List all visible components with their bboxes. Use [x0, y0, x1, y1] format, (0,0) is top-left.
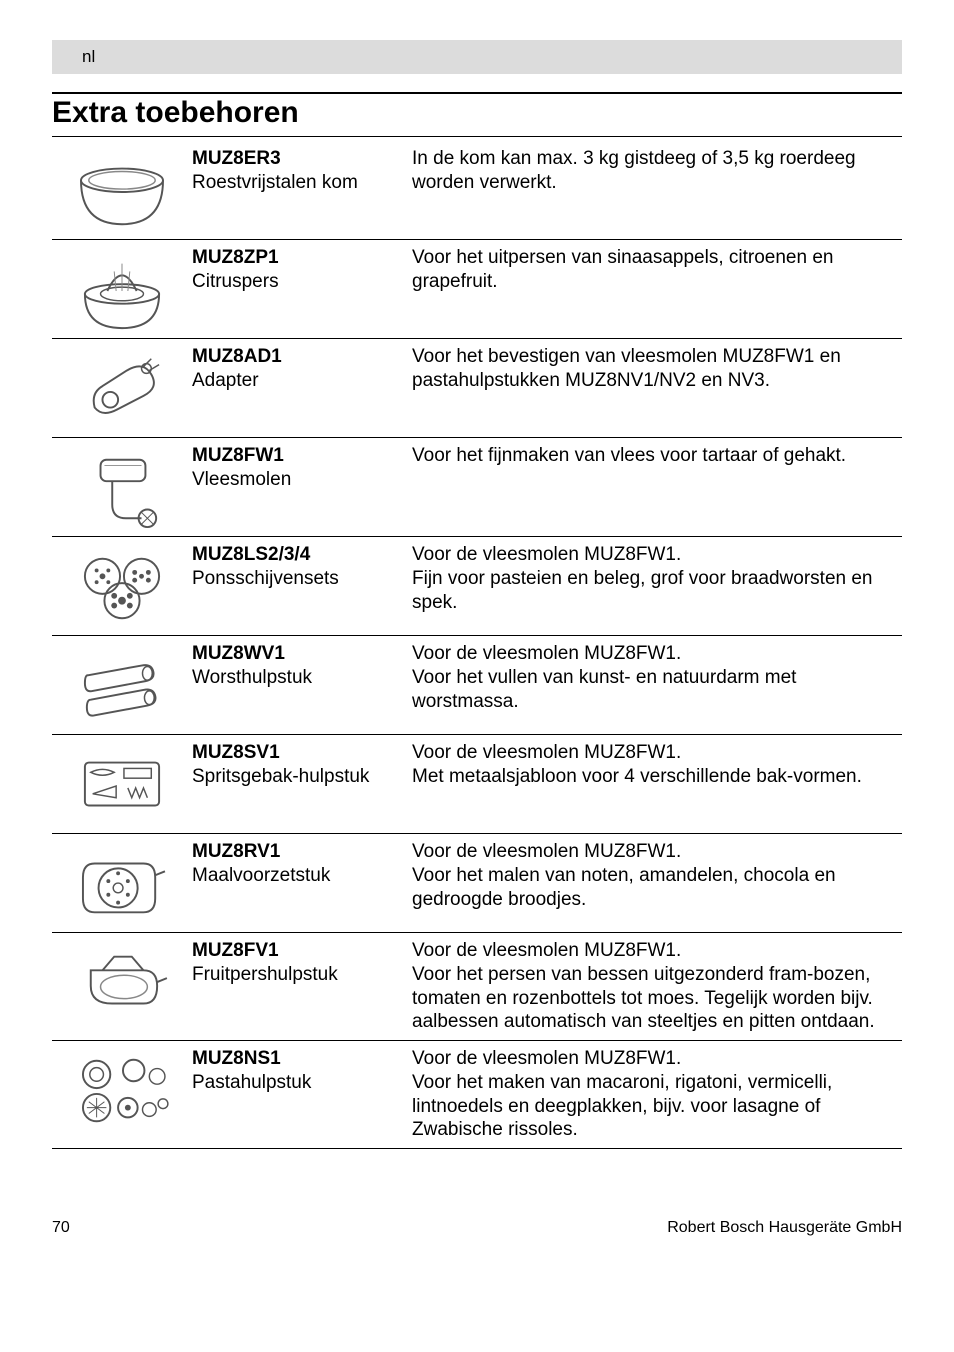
accessory-model: MUZ8SV1: [192, 741, 404, 765]
accessory-description: In de kom kan max. 3 kg gistdeeg of 3,5 …: [412, 147, 902, 233]
accessory-description: Voor het bevestigen van vleesmolen MUZ8F…: [412, 345, 902, 431]
accessory-name: MUZ8ER3Roestvrijstalen kom: [192, 147, 412, 233]
sprits-icon: [52, 741, 192, 827]
table-row: MUZ8NS1PastahulpstukVoor de vleesmolen M…: [52, 1041, 902, 1149]
accessory-subname: Citruspers: [192, 270, 404, 294]
accessory-model: MUZ8ZP1: [192, 246, 404, 270]
accessory-description: Voor de vleesmolen MUZ8FW1.Met metaalsja…: [412, 741, 902, 827]
accessory-subname: Spritsgebak-hulpstuk: [192, 765, 404, 789]
accessory-subname: Pastahulpstuk: [192, 1071, 404, 1095]
accessory-subname: Maalvoorzetstuk: [192, 864, 404, 888]
accessory-name: MUZ8AD1Adapter: [192, 345, 412, 431]
accessory-description: Voor de vleesmolen MUZ8FW1.Fijn voor pas…: [412, 543, 902, 629]
discs-icon: [52, 543, 192, 629]
accessory-subname: Fruitpershulpstuk: [192, 963, 404, 987]
mincer-icon: [52, 444, 192, 530]
accessory-model: MUZ8AD1: [192, 345, 404, 369]
table-row: MUZ8ER3Roestvrijstalen komIn de kom kan …: [52, 141, 902, 240]
accessory-subname: Ponsschijvensets: [192, 567, 404, 591]
accessory-description: Voor het fijnmaken van vlees voor tartaa…: [412, 444, 902, 530]
accessory-model: MUZ8WV1: [192, 642, 404, 666]
page-number: 70: [52, 1219, 70, 1237]
accessory-name: MUZ8RV1Maalvoorzetstuk: [192, 840, 412, 926]
accessory-name: MUZ8LS2/3/4Ponsschijvensets: [192, 543, 412, 629]
header-tab-bar: nl: [52, 40, 902, 74]
table-row: MUZ8FW1VleesmolenVoor het fijnmaken van …: [52, 438, 902, 537]
accessory-name: MUZ8FW1Vleesmolen: [192, 444, 412, 530]
citrus-icon: [52, 246, 192, 332]
footer-company: Robert Bosch Hausgeräte GmbH: [667, 1219, 902, 1237]
pasta-icon: [52, 1047, 192, 1142]
accessory-name: MUZ8FV1Fruitpershulpstuk: [192, 939, 412, 1034]
table-row: MUZ8WV1WorsthulpstukVoor de vleesmolen M…: [52, 636, 902, 735]
accessory-description: Voor het uitpersen van sinaasappels, cit…: [412, 246, 902, 332]
adapter-icon: [52, 345, 192, 431]
accessory-name: MUZ8ZP1Citruspers: [192, 246, 412, 332]
table-row: MUZ8RV1MaalvoorzetstukVoor de vleesmolen…: [52, 834, 902, 933]
accessory-subname: Worsthulpstuk: [192, 666, 404, 690]
table-row: MUZ8LS2/3/4PonsschijvensetsVoor de vlees…: [52, 537, 902, 636]
table-row: MUZ8AD1AdapterVoor het bevestigen van vl…: [52, 339, 902, 438]
table-row: MUZ8FV1FruitpershulpstukVoor de vleesmol…: [52, 933, 902, 1041]
language-tab: nl: [82, 47, 95, 67]
sausage-icon: [52, 642, 192, 728]
accessory-model: MUZ8NS1: [192, 1047, 404, 1071]
page-footer: 70 Robert Bosch Hausgeräte GmbH: [52, 1149, 902, 1237]
accessory-model: MUZ8RV1: [192, 840, 404, 864]
accessory-subname: Roestvrijstalen kom: [192, 171, 404, 195]
accessory-name: MUZ8WV1Worsthulpstuk: [192, 642, 412, 728]
table-row: MUZ8ZP1CitruspersVoor het uitpersen van …: [52, 240, 902, 339]
bowl-icon: [52, 147, 192, 233]
accessory-model: MUZ8ER3: [192, 147, 404, 171]
section-title: Extra toebehoren: [52, 92, 902, 137]
accessory-model: MUZ8FW1: [192, 444, 404, 468]
accessory-description: Voor de vleesmolen MUZ8FW1.Voor het pers…: [412, 939, 902, 1034]
accessory-description: Voor de vleesmolen MUZ8FW1.Voor het vull…: [412, 642, 902, 728]
accessory-description: Voor de vleesmolen MUZ8FW1.Voor het male…: [412, 840, 902, 926]
accessory-name: MUZ8NS1Pastahulpstuk: [192, 1047, 412, 1142]
fruit-icon: [52, 939, 192, 1034]
accessory-subname: Vleesmolen: [192, 468, 404, 492]
grater-icon: [52, 840, 192, 926]
accessories-table: MUZ8ER3Roestvrijstalen komIn de kom kan …: [52, 141, 902, 1149]
accessory-description: Voor de vleesmolen MUZ8FW1.Voor het make…: [412, 1047, 902, 1142]
table-row: MUZ8SV1Spritsgebak-hulpstukVoor de vlees…: [52, 735, 902, 834]
accessory-model: MUZ8FV1: [192, 939, 404, 963]
accessory-model: MUZ8LS2/3/4: [192, 543, 404, 567]
accessory-name: MUZ8SV1Spritsgebak-hulpstuk: [192, 741, 412, 827]
accessory-subname: Adapter: [192, 369, 404, 393]
